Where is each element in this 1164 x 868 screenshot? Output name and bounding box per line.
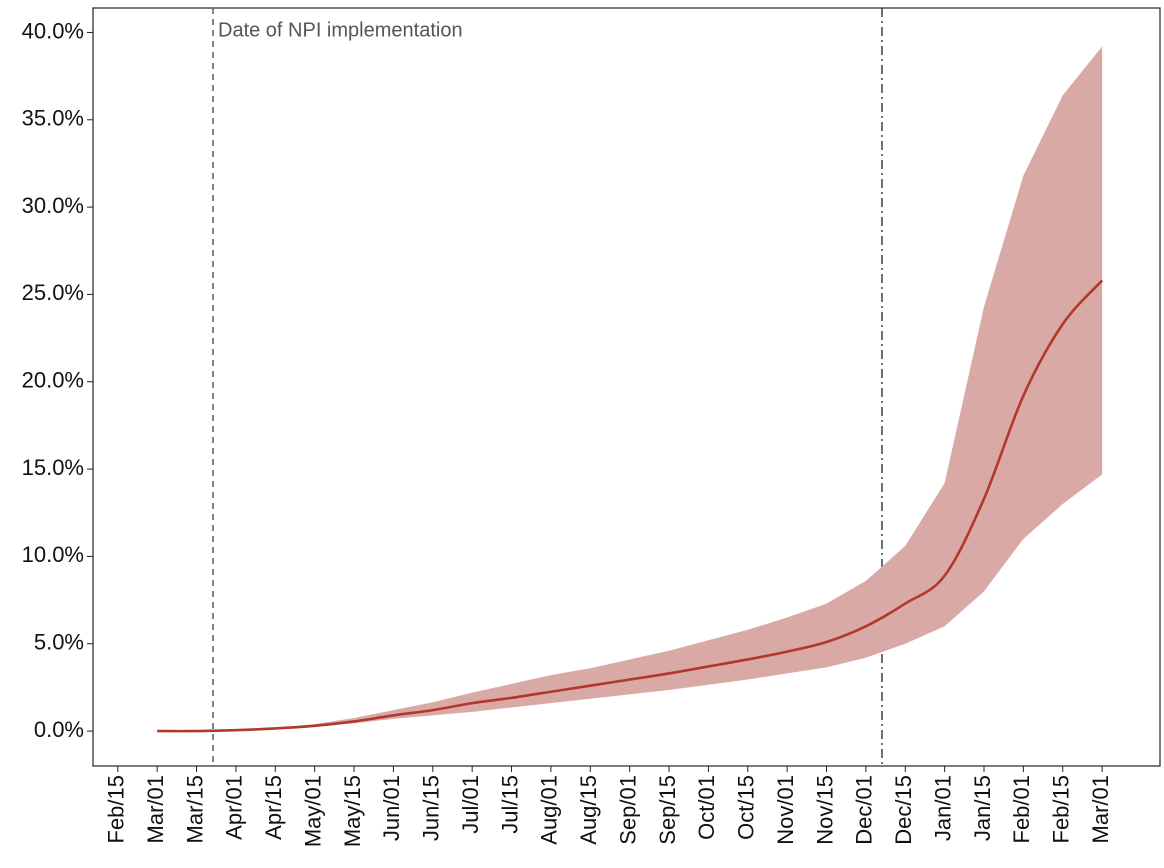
annotation: Date of NPI implementation	[218, 19, 463, 41]
x-tick-label: Dec/15	[891, 775, 916, 845]
x-tick-label: May/15	[340, 775, 365, 847]
x-tick-label: Nov/15	[812, 775, 837, 845]
mean-line	[157, 279, 1104, 733]
y-tick-label: 15.0%	[22, 455, 84, 480]
y-tick-label: 25.0%	[22, 280, 84, 305]
x-tick-label: Aug/01	[537, 775, 562, 845]
x-tick-label: Sep/15	[655, 775, 680, 845]
x-tick-label: May/01	[300, 775, 325, 847]
y-tick-label: 10.0%	[22, 542, 84, 567]
x-tick-label: Oct/01	[694, 775, 719, 840]
x-tick-label: Nov/01	[773, 775, 798, 845]
x-tick-label: Oct/15	[734, 775, 759, 840]
x-tick-label: Sep/01	[615, 775, 640, 845]
x-tick-label: Jul/01	[458, 775, 483, 834]
x-tick-label: Feb/15	[1049, 775, 1074, 844]
x-tick-label: Jan/01	[930, 775, 955, 841]
x-tick-label: Jun/15	[419, 775, 444, 841]
x-tick-label: Jun/01	[379, 775, 404, 841]
x-tick-label: Mar/01	[143, 775, 168, 843]
x-tick-label: Feb/01	[1009, 775, 1034, 844]
x-tick-label: Feb/15	[104, 775, 129, 844]
y-tick-label: 40.0%	[22, 18, 84, 43]
y-tick-label: 0.0%	[34, 717, 84, 742]
y-tick-label: 35.0%	[22, 106, 84, 131]
x-tick-label: Apr/01	[222, 775, 247, 840]
x-tick-label: Jul/15	[497, 775, 522, 834]
x-tick-label: Apr/15	[261, 775, 286, 840]
y-tick-label: 5.0%	[34, 630, 84, 655]
x-tick-label: Aug/15	[576, 775, 601, 845]
x-tick-label: Dec/01	[852, 775, 877, 845]
x-tick-label: Mar/01	[1088, 775, 1113, 843]
confidence-band	[157, 46, 1103, 732]
y-tick-label: 30.0%	[22, 193, 84, 218]
x-tick-label: Mar/15	[182, 775, 207, 843]
y-tick-label: 20.0%	[22, 368, 84, 393]
plot-frame	[92, 7, 1161, 767]
x-tick-label: Jan/15	[970, 775, 995, 841]
